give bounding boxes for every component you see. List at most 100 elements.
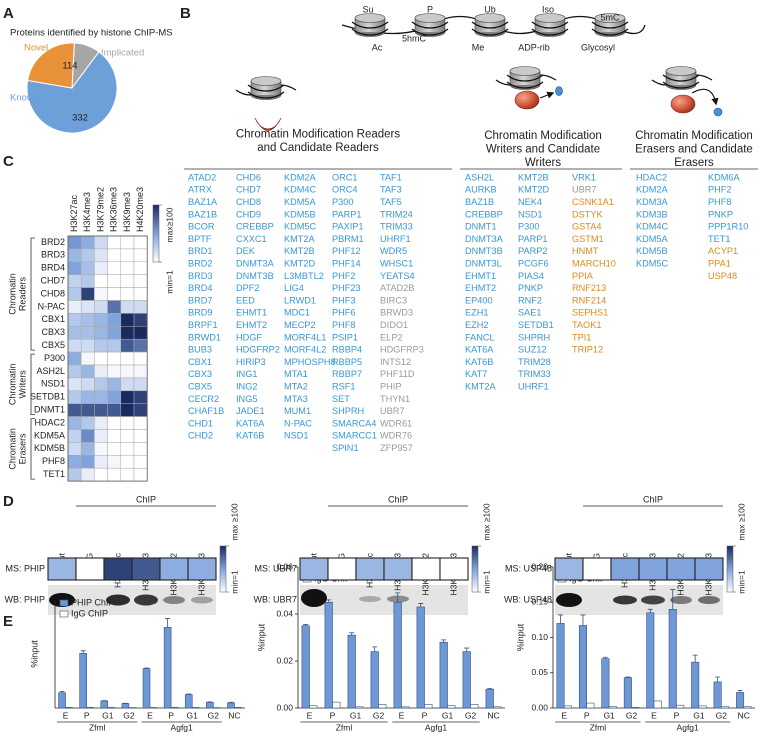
heatmap-cell xyxy=(134,378,147,391)
ms-cell xyxy=(555,558,583,580)
bar xyxy=(80,653,87,708)
protein-name: PSIP1 xyxy=(332,332,358,342)
heatmap-cell xyxy=(68,262,81,275)
heatmap-cell xyxy=(134,352,147,365)
protein-name: UBR7 xyxy=(380,406,405,416)
protein-name: YEATS4 xyxy=(380,271,415,281)
bar xyxy=(587,703,594,708)
bar xyxy=(699,706,706,708)
panel-letter: A xyxy=(3,5,14,22)
ms-cell xyxy=(384,558,412,580)
heatmap-cell xyxy=(108,288,121,301)
colorbar-label: min=1 xyxy=(164,270,174,294)
protein-name: WHSC1 xyxy=(380,259,413,269)
heatmap-cell xyxy=(94,455,107,468)
x-tick-label: G2 xyxy=(465,710,477,720)
error-bar xyxy=(81,651,86,654)
protein-name: SPIN1 xyxy=(332,443,359,453)
protein-name: ORC1 xyxy=(332,172,358,182)
protein-name: HNMT xyxy=(572,246,599,256)
protein-name: FANCL xyxy=(465,332,495,342)
x-tick-label: G2 xyxy=(123,710,135,720)
protein-name: TRIM28 xyxy=(518,357,551,367)
heatmap-cell xyxy=(68,442,81,455)
wb-label: WB: PHIP xyxy=(4,594,45,604)
heatmap-cell xyxy=(68,455,81,468)
bar xyxy=(463,652,471,708)
colorbar-label: max ≥100 xyxy=(229,503,239,541)
heatmap-cell xyxy=(121,262,134,275)
protein-name: LIG4 xyxy=(284,283,304,293)
heatmap-cell xyxy=(121,417,134,430)
row-label: CBX5 xyxy=(41,340,65,350)
bar xyxy=(579,626,586,708)
bar xyxy=(654,701,661,708)
protein-name: TPI1 xyxy=(572,332,591,342)
bar xyxy=(394,602,402,708)
y-tick-label: 0.00 xyxy=(531,702,548,712)
protein-name: DEK xyxy=(236,246,256,256)
protein-name: PCGF6 xyxy=(518,259,549,269)
heatmap-cell xyxy=(81,301,94,314)
bar xyxy=(371,652,379,708)
heatmap-cell xyxy=(108,236,121,249)
ms-cell xyxy=(188,558,216,580)
protein-name: KMT2A xyxy=(284,234,316,244)
protein-name: BRD2 xyxy=(188,259,213,269)
heatmap-cell xyxy=(108,301,121,314)
protein-name: EHMT2 xyxy=(465,283,496,293)
row-label: HDAC2 xyxy=(34,417,65,427)
arrow xyxy=(540,93,553,98)
protein-name: BRD3 xyxy=(188,271,213,281)
heatmap-cell xyxy=(134,404,147,417)
bar xyxy=(564,706,571,708)
modification xyxy=(714,108,722,116)
heatmap-cell xyxy=(94,236,107,249)
bar xyxy=(676,705,683,708)
protein-name: AURKB xyxy=(465,185,497,195)
band xyxy=(613,596,637,605)
protein-name: ORC4 xyxy=(332,185,358,195)
protein-name: HDGFRP3 xyxy=(380,345,424,355)
bar xyxy=(669,609,676,708)
protein-name: CHAF1B xyxy=(188,406,224,416)
panel-letter: E xyxy=(3,613,13,630)
protein-name: KMT2B xyxy=(284,246,315,256)
heatmap-cell xyxy=(134,468,147,481)
band xyxy=(359,596,381,602)
legend-label: IgG ChIP xyxy=(71,608,108,618)
ms-label: MS: UBR7 xyxy=(254,563,297,573)
bar xyxy=(310,706,318,708)
row-label: ASH2L xyxy=(36,366,65,376)
protein-name: PHF2 xyxy=(708,185,732,195)
column-label: H4K20me3 xyxy=(135,187,145,232)
x-tick-label: G2 xyxy=(208,710,220,720)
heatmap-cell xyxy=(68,417,81,430)
heatmap-cell xyxy=(108,339,121,352)
heatmap-cell xyxy=(108,378,121,391)
heatmap-cell xyxy=(81,442,94,455)
bar xyxy=(402,707,410,708)
protein-name: DNMT3B xyxy=(465,246,503,256)
bar xyxy=(234,707,241,708)
row-label: N-PAC xyxy=(38,301,66,311)
x-tick-label: P xyxy=(330,710,336,720)
protein-name: SEPHS1 xyxy=(572,308,608,318)
heatmap-cell xyxy=(81,339,94,352)
panel-letter: D xyxy=(3,493,14,510)
heatmap-cell xyxy=(81,313,94,326)
y-tick-label: 0.10 xyxy=(531,632,548,642)
group-label: Chromatin xyxy=(7,364,17,406)
y-axis-label: %input xyxy=(29,640,39,668)
protein-name: PAXIP1 xyxy=(332,222,364,232)
protein-name: KMT2D xyxy=(518,185,550,195)
list-title: and Candidate Readers xyxy=(257,142,379,154)
bar xyxy=(721,707,728,708)
y-tick-label: 0.00 xyxy=(276,702,293,712)
row-label: BRD3 xyxy=(41,250,65,260)
bar xyxy=(101,701,108,708)
bar xyxy=(192,707,199,708)
protein-name: PHF8 xyxy=(708,197,732,207)
protein-name: MUM1 xyxy=(284,406,311,416)
